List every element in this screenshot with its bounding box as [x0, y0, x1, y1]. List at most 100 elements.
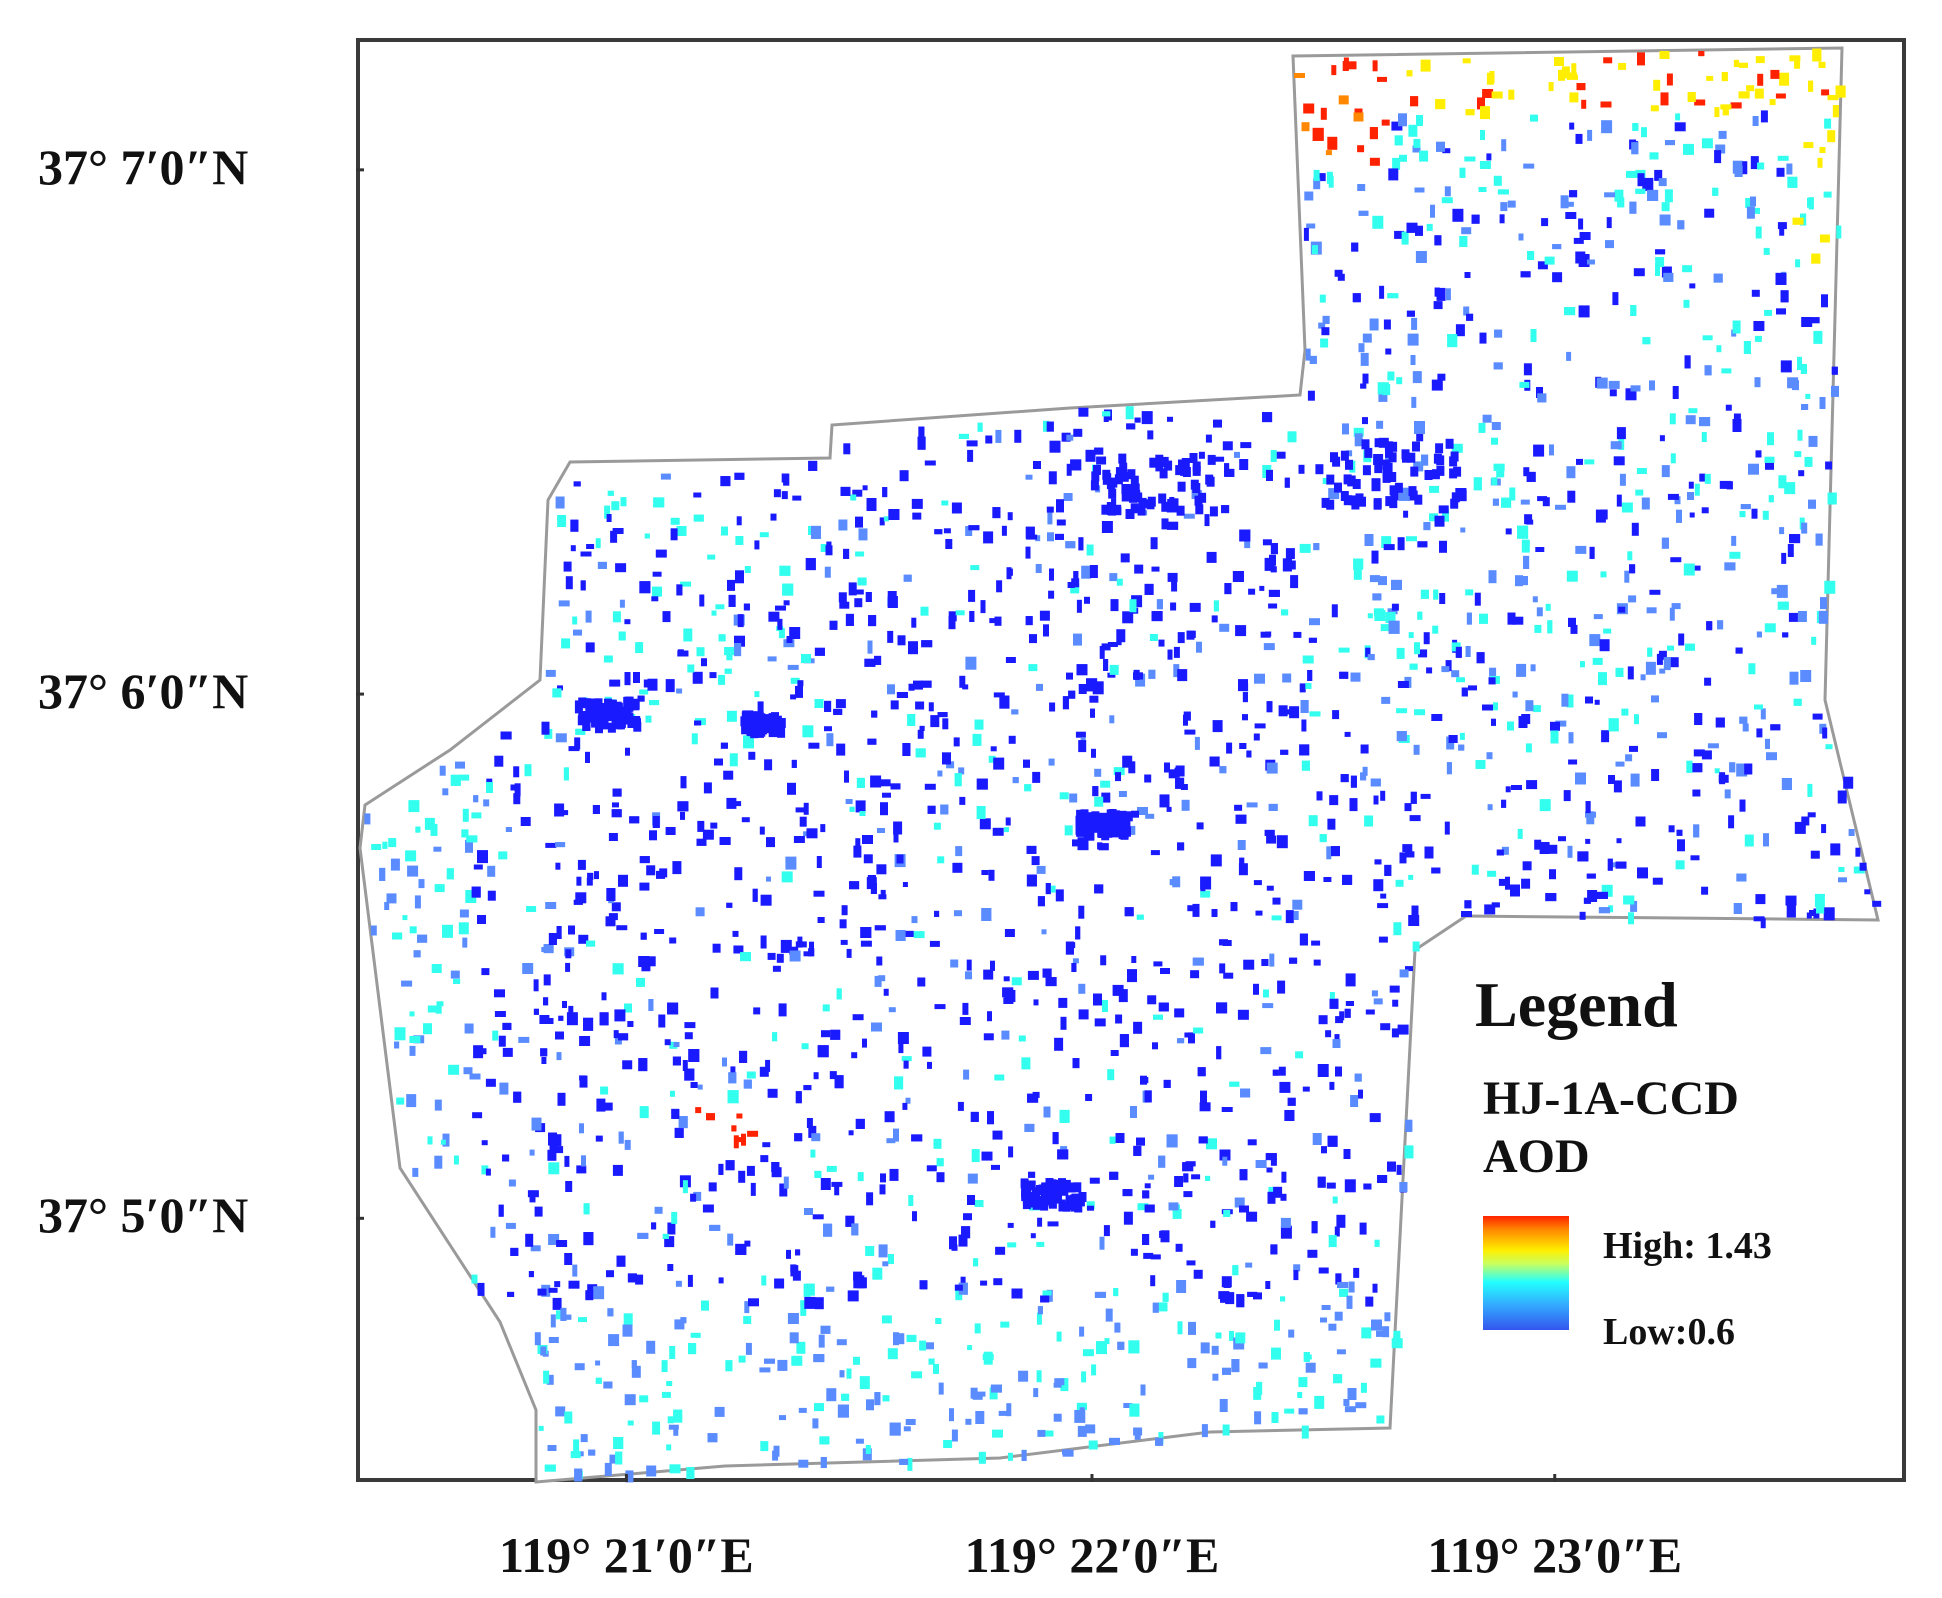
aod-pixel: [1374, 438, 1383, 448]
aod-pixel: [1459, 167, 1466, 178]
aod-pixel: [1254, 723, 1266, 729]
aod-pixel: [1649, 589, 1661, 595]
aod-pixel: [612, 963, 624, 975]
aod-pixel: [556, 1240, 568, 1247]
aod-pixel: [586, 877, 593, 886]
aod-pixel: [1497, 189, 1509, 195]
aod-pixel: [1301, 1425, 1309, 1439]
aod-pixel: [917, 436, 926, 450]
aod-pixel: [1435, 99, 1446, 110]
aod-pixel: [1334, 1311, 1343, 1321]
aod-pixel: [1777, 168, 1785, 176]
aod-pixel: [1811, 253, 1821, 264]
aod-pixel: [824, 566, 831, 578]
aod-pixel: [1460, 527, 1466, 533]
aod-pixel: [1728, 815, 1735, 829]
aod-pixel: [1309, 618, 1320, 626]
aod-pixel: [1523, 363, 1532, 376]
aod-pixel: [905, 1097, 911, 1104]
aod-pixel: [908, 1195, 914, 1206]
aod-pixel: [651, 1222, 657, 1230]
aod-pixel: [1180, 784, 1188, 790]
aod-pixel: [1736, 873, 1747, 882]
aod-pixel: [1194, 736, 1200, 750]
aod-pixel: [1086, 544, 1094, 556]
aod-pixel: [1809, 317, 1820, 324]
aod-pixel: [928, 1358, 935, 1365]
aod-pixel: [1420, 59, 1431, 72]
aod-pixel: [595, 538, 601, 549]
aod-pixel: [1527, 251, 1535, 260]
aod-pixel: [1391, 603, 1399, 611]
aod-pixel: [760, 894, 772, 906]
aod-pixel: [678, 1116, 688, 1129]
aod-pixel: [1137, 807, 1148, 815]
aod-pixel: [721, 526, 728, 536]
aod-pixel: [1289, 706, 1300, 719]
aod-pixel: [618, 874, 628, 887]
aod-pixel: [633, 721, 642, 732]
aod-pixel: [1263, 989, 1269, 998]
aod-pixel: [1391, 1338, 1403, 1349]
aod-pixel: [1732, 419, 1742, 432]
aod-pixel: [1166, 806, 1172, 812]
aod-pixel: [792, 1270, 801, 1281]
aod-pixel: [1405, 1119, 1413, 1132]
aod-pixel: [1479, 613, 1488, 624]
aod-pixel: [913, 931, 925, 939]
aod-pixel: [1299, 683, 1306, 693]
aod-pixel: [499, 1082, 509, 1095]
aod-pixel: [1653, 79, 1661, 91]
aod-pixel: [1045, 977, 1057, 987]
aod-pixel: [1377, 76, 1387, 82]
aod-pixel: [1335, 1273, 1342, 1285]
aod-pixel: [1505, 786, 1511, 793]
aod-pixel: [1115, 1133, 1125, 1143]
aod-pixel: [960, 1276, 966, 1286]
aod-pixel: [1466, 612, 1472, 625]
aod-pixel: [1628, 595, 1637, 603]
aod-pixel: [1086, 1201, 1095, 1210]
aod-pixel: [494, 1011, 506, 1017]
aod-pixel: [1033, 1388, 1039, 1398]
aod-pixel: [1718, 130, 1727, 139]
aod-pixel: [1810, 850, 1820, 859]
aod-pixel: [1354, 1073, 1362, 1082]
aod-pixel: [1047, 511, 1053, 525]
aod-pixel: [990, 1384, 1002, 1393]
aod-pixel: [1149, 634, 1158, 641]
aod-pixel: [1771, 588, 1779, 595]
aod-pixel: [1385, 612, 1396, 623]
aod-pixel: [1272, 897, 1281, 905]
aod-pixel: [1587, 890, 1598, 902]
aod-pixel: [1187, 1358, 1197, 1369]
aod-pixel: [1523, 163, 1535, 169]
aod-pixel: [1712, 187, 1719, 196]
aod-pixel: [1459, 732, 1465, 740]
aod-pixel: [1555, 720, 1567, 727]
aod-pixel: [1811, 636, 1817, 645]
aod-pixel: [965, 1418, 972, 1425]
aod-pixel: [1267, 1191, 1276, 1204]
aod-pixel: [793, 836, 805, 843]
aod-pixel: [1183, 1191, 1193, 1198]
aod-pixel: [1358, 496, 1366, 507]
aod-pixel: [655, 549, 667, 558]
aod-pixel: [639, 1106, 649, 1119]
aod-pixel: [813, 890, 825, 897]
aod-pixel: [1486, 752, 1493, 760]
aod-pixel: [1335, 1066, 1342, 1077]
aod-pixel: [646, 1340, 656, 1354]
aod-pixel: [606, 1270, 614, 1278]
aod-pixel: [1701, 886, 1709, 895]
aod-pixel: [1334, 1226, 1340, 1237]
aod-pixel: [1175, 777, 1185, 789]
aod-pixel: [1238, 679, 1248, 692]
aod-pixel: [667, 1264, 674, 1271]
aod-pixel: [724, 647, 736, 656]
aod-pixel: [1087, 820, 1096, 831]
aod-pixel: [620, 497, 627, 507]
aod-pixel: [1313, 169, 1320, 181]
aod-pixel: [720, 742, 728, 749]
aod-pixel: [836, 1339, 847, 1346]
